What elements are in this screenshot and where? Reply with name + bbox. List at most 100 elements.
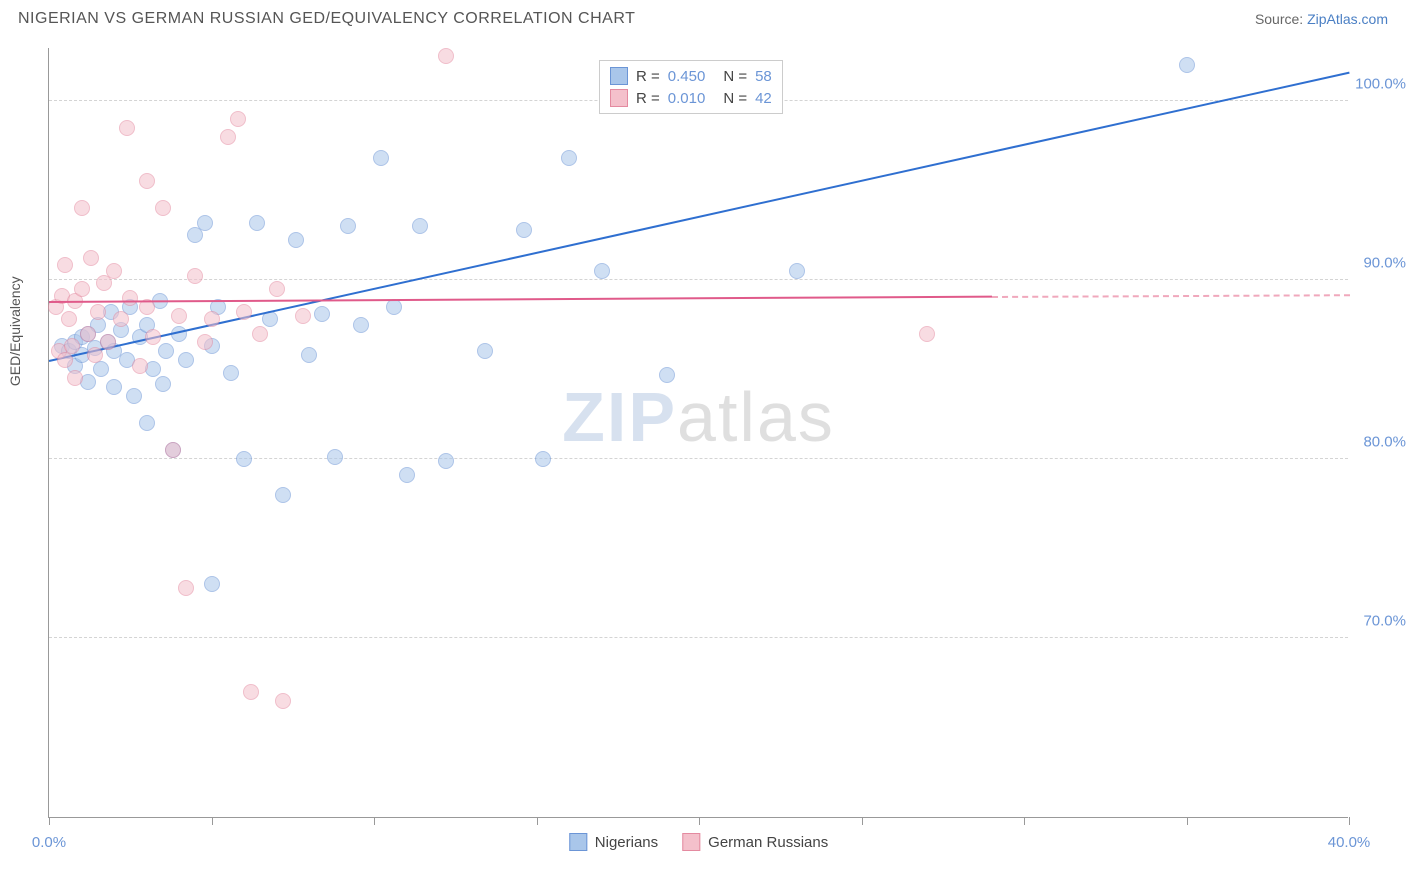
y-tick-label: 90.0% (1363, 254, 1406, 271)
x-tick (49, 817, 50, 825)
y-axis-label: GED/Equivalency (7, 276, 23, 386)
data-point (155, 376, 171, 392)
legend-n-label: N = (723, 68, 747, 85)
data-point (327, 449, 343, 465)
x-tick-label: 40.0% (1328, 834, 1371, 851)
data-point (399, 467, 415, 483)
data-point (100, 334, 116, 350)
data-point (243, 684, 259, 700)
data-point (249, 215, 265, 231)
legend-n-value: 42 (755, 90, 772, 107)
legend-item: German Russians (682, 833, 828, 851)
data-point (57, 257, 73, 273)
data-point (113, 311, 129, 327)
data-point (301, 347, 317, 363)
scatter-chart: GED/Equivalency ZIPatlas 70.0%80.0%90.0%… (48, 48, 1348, 818)
legend-n-label: N = (723, 90, 747, 107)
data-point (171, 308, 187, 324)
data-point (197, 215, 213, 231)
data-point (204, 576, 220, 592)
data-point (57, 352, 73, 368)
legend-swatch (682, 833, 700, 851)
data-point (126, 388, 142, 404)
legend-r-value: 0.010 (668, 90, 706, 107)
data-point (204, 311, 220, 327)
data-point (132, 358, 148, 374)
x-tick (537, 817, 538, 825)
data-point (74, 200, 90, 216)
data-point (373, 150, 389, 166)
legend-n-value: 58 (755, 68, 772, 85)
watermark-zip: ZIP (562, 378, 677, 456)
data-point (412, 218, 428, 234)
data-point (155, 200, 171, 216)
chart-title: NIGERIAN VS GERMAN RUSSIAN GED/EQUIVALEN… (18, 10, 635, 28)
x-tick (862, 817, 863, 825)
data-point (74, 281, 90, 297)
data-point (438, 48, 454, 64)
data-point (275, 487, 291, 503)
data-point (1179, 57, 1195, 73)
trend-line (991, 294, 1349, 298)
data-point (90, 304, 106, 320)
legend-label: German Russians (708, 834, 828, 851)
data-point (139, 173, 155, 189)
data-point (67, 370, 83, 386)
data-point (353, 317, 369, 333)
data-point (106, 263, 122, 279)
data-point (269, 281, 285, 297)
gridline (49, 279, 1348, 280)
x-tick (1349, 817, 1350, 825)
data-point (83, 250, 99, 266)
watermark: ZIPatlas (562, 377, 835, 457)
legend-label: Nigerians (595, 834, 658, 851)
legend-row: R =0.010N =42 (610, 87, 772, 109)
legend-swatch (610, 89, 628, 107)
data-point (477, 343, 493, 359)
data-point (93, 361, 109, 377)
chart-header: NIGERIAN VS GERMAN RUSSIAN GED/EQUIVALEN… (0, 0, 1406, 34)
x-tick (1187, 817, 1188, 825)
data-point (919, 326, 935, 342)
data-point (340, 218, 356, 234)
data-point (158, 343, 174, 359)
data-point (165, 442, 181, 458)
legend-item: Nigerians (569, 833, 658, 851)
data-point (187, 268, 203, 284)
data-point (87, 347, 103, 363)
data-point (236, 304, 252, 320)
data-point (516, 222, 532, 238)
data-point (275, 693, 291, 709)
data-point (197, 334, 213, 350)
x-tick (374, 817, 375, 825)
data-point (122, 290, 138, 306)
data-point (223, 365, 239, 381)
source-prefix: Source: (1255, 11, 1307, 27)
data-point (236, 451, 252, 467)
data-point (220, 129, 236, 145)
data-point (145, 329, 161, 345)
data-point (106, 379, 122, 395)
source-link[interactable]: ZipAtlas.com (1307, 11, 1388, 27)
data-point (61, 311, 77, 327)
watermark-atlas: atlas (677, 378, 835, 456)
data-point (438, 453, 454, 469)
data-point (314, 306, 330, 322)
data-point (288, 232, 304, 248)
data-point (80, 326, 96, 342)
data-point (561, 150, 577, 166)
data-point (178, 352, 194, 368)
data-point (295, 308, 311, 324)
x-tick (1024, 817, 1025, 825)
legend-r-value: 0.450 (668, 68, 706, 85)
y-tick-label: 80.0% (1363, 433, 1406, 450)
series-legend: Nigerians German Russians (569, 833, 828, 851)
y-tick-label: 70.0% (1363, 612, 1406, 629)
data-point (119, 120, 135, 136)
data-point (594, 263, 610, 279)
x-tick-label: 0.0% (32, 834, 66, 851)
legend-row: R =0.450N =58 (610, 65, 772, 87)
data-point (252, 326, 268, 342)
data-point (178, 580, 194, 596)
x-tick (212, 817, 213, 825)
